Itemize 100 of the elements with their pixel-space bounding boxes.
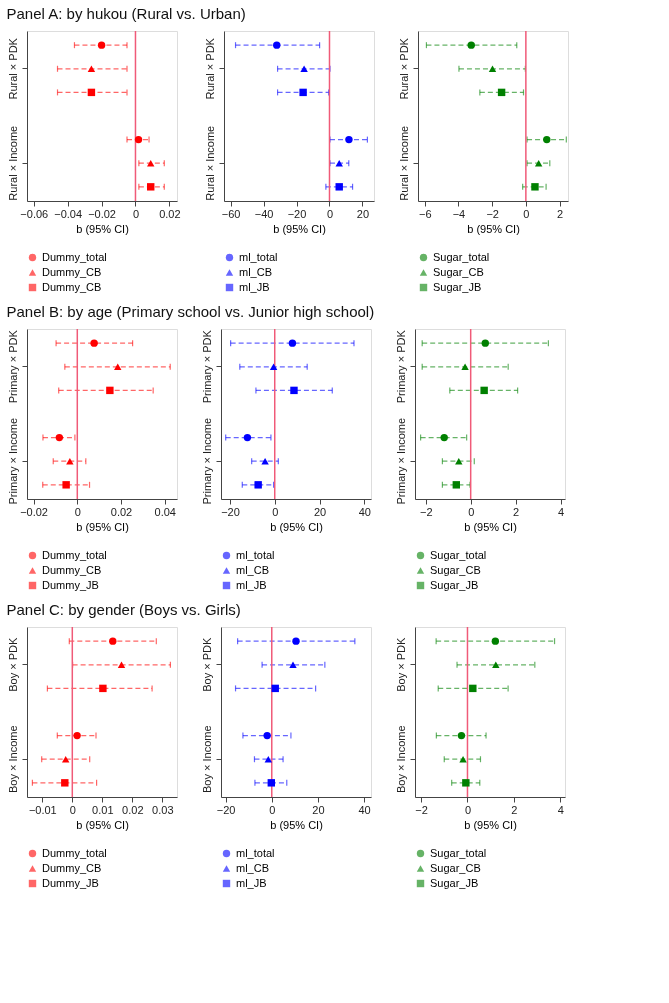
point <box>288 339 297 347</box>
legend-label: Dummy_CB <box>42 280 102 293</box>
legend-label: Sugar_JB <box>433 280 482 293</box>
point <box>300 65 308 72</box>
x-tick-label: 20 <box>313 505 327 518</box>
legend-label: ml_total <box>236 548 275 561</box>
x-tick-label: 2 <box>511 803 518 816</box>
legend-label: ml_JB <box>236 876 267 889</box>
legend-label: Sugar_CB <box>433 265 484 278</box>
point <box>292 637 300 645</box>
x-tick-label: 2 <box>513 505 520 518</box>
legend-label: Sugar_CB <box>430 861 481 874</box>
x-tick-label: 4 <box>557 505 565 518</box>
x-tick-label: −2 <box>420 505 433 518</box>
legend-label: ml_JB <box>239 280 270 293</box>
point <box>488 65 497 72</box>
x-tick-label: −4 <box>452 207 466 220</box>
x-tick-label: 0 <box>272 505 279 518</box>
x-tick-label: −20 <box>216 803 236 816</box>
point <box>114 363 122 370</box>
x-tick-label: 0.03 <box>152 803 174 816</box>
point <box>534 160 543 167</box>
point <box>462 779 470 787</box>
point <box>267 779 276 787</box>
point <box>345 135 353 144</box>
x-tick-label: −20 <box>221 505 240 518</box>
x-tick-label: 0 <box>523 207 530 220</box>
x-tick-label: 40 <box>358 505 371 518</box>
point <box>106 386 114 395</box>
y-tick-label: Boy × PDK <box>200 637 213 692</box>
point <box>254 481 262 489</box>
point <box>531 183 539 191</box>
legend-label: ml_JB <box>236 578 267 591</box>
y-tick-label: Rural × Income <box>397 125 410 201</box>
x-axis-title: b (95% CI) <box>76 818 129 831</box>
point <box>469 684 477 693</box>
x-tick-label: 40 <box>358 803 371 816</box>
y-tick-label: Boy × PDK <box>394 637 407 692</box>
x-tick-label: −2 <box>415 803 428 816</box>
y-tick-label: Rural × PDK <box>6 37 19 100</box>
x-tick-label: −2 <box>486 207 499 220</box>
point <box>273 41 281 49</box>
point <box>134 135 143 144</box>
y-tick-label: Primary × PDK <box>6 329 19 404</box>
x-tick-label: 0 <box>326 207 334 220</box>
x-tick-label: 0 <box>464 803 472 816</box>
legend-label: Sugar_JB <box>430 876 479 889</box>
x-axis-title: b (95% CI) <box>464 818 517 831</box>
y-tick-label: Boy × PDK <box>6 637 19 692</box>
x-tick-label: 0.01 <box>92 803 114 816</box>
x-tick-label: −0.02 <box>88 207 116 220</box>
x-tick-label: −0.06 <box>20 207 49 220</box>
x-tick-label: 4 <box>557 803 564 816</box>
x-tick-label: −0.01 <box>28 803 57 816</box>
x-tick-label: 0.02 <box>110 505 133 518</box>
y-tick-label: Primary × PDK <box>394 329 407 404</box>
point <box>117 661 126 668</box>
point <box>90 339 98 347</box>
x-axis-title: b (95% CI) <box>273 222 326 235</box>
x-axis-title: b (95% CI) <box>467 222 520 235</box>
legend-label: ml_total <box>236 846 275 859</box>
x-tick-label: −20 <box>287 207 307 220</box>
point <box>491 637 500 645</box>
point <box>73 731 81 740</box>
x-tick-label: −0.04 <box>54 207 83 220</box>
x-tick-label: 0.02 <box>122 803 144 816</box>
point <box>289 661 297 668</box>
y-tick-label: Primary × Income <box>200 417 213 505</box>
y-tick-label: Boy × Income <box>6 725 19 794</box>
point <box>457 731 466 740</box>
legend-label: ml_CB <box>236 563 270 576</box>
legend-label: Dummy_total <box>42 846 107 859</box>
point <box>290 386 298 395</box>
point <box>243 433 252 442</box>
x-tick-label: 2 <box>557 207 564 220</box>
point <box>55 433 64 442</box>
x-axis-title: b (95% CI) <box>464 520 517 533</box>
point <box>109 637 117 645</box>
point <box>269 363 278 370</box>
legend-label: Dummy_CB <box>42 265 102 278</box>
x-axis-title: b (95% CI) <box>270 818 323 831</box>
x-tick-label: −6 <box>418 207 432 220</box>
point <box>452 481 461 489</box>
point <box>467 41 475 49</box>
legend-label: Sugar_total <box>433 250 490 263</box>
y-tick-label: Rural × Income <box>203 125 216 201</box>
x-tick-label: −40 <box>254 207 274 220</box>
x-tick-label: 0 <box>69 803 76 816</box>
legend-label: Sugar_total <box>430 846 487 859</box>
x-tick-label: 0 <box>74 505 81 518</box>
point <box>480 386 488 395</box>
x-axis-title: b (95% CI) <box>76 520 129 533</box>
point <box>61 779 69 787</box>
x-tick-label: 0 <box>132 207 140 220</box>
point <box>492 661 500 668</box>
chart-title: Panel B: by age (Primary school vs. Junior high school) <box>6 302 375 320</box>
point <box>481 339 489 347</box>
legend-label: ml_CB <box>239 265 273 278</box>
point <box>543 135 551 144</box>
legend-label: Sugar_CB <box>430 563 481 576</box>
